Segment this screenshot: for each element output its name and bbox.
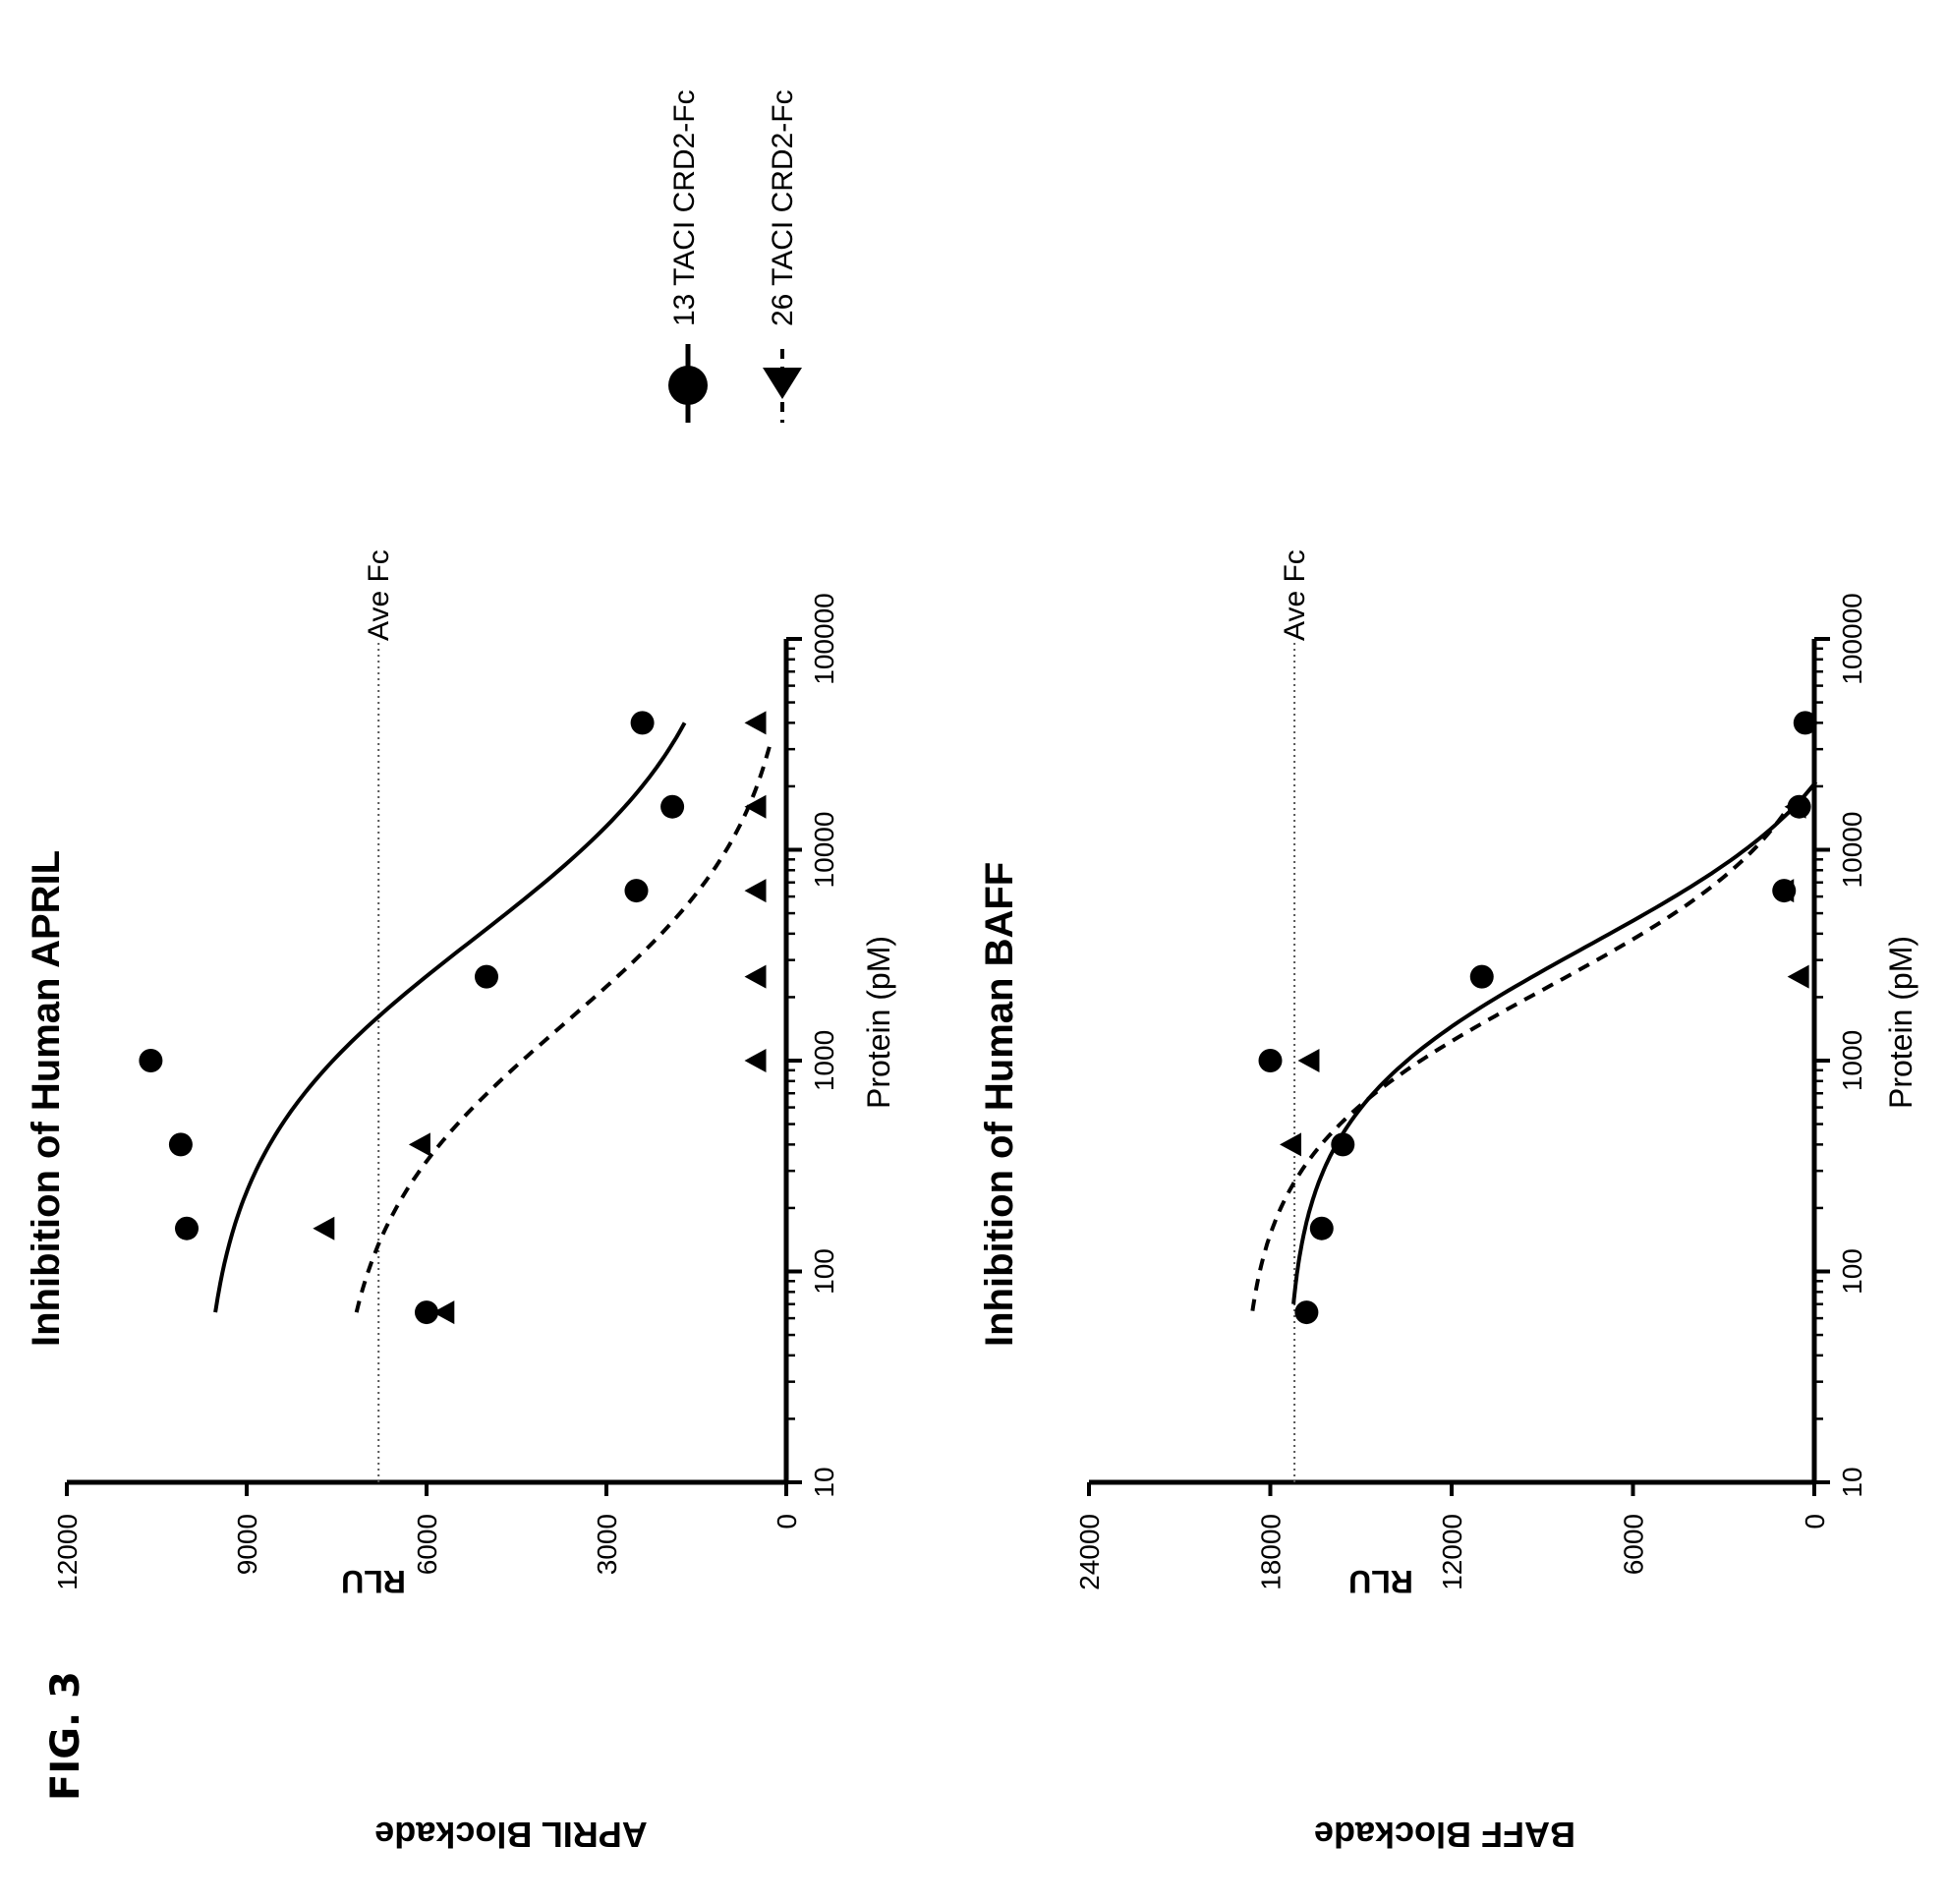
april-point-circle [624, 879, 649, 903]
baff-protein-tick-label: 10 [1837, 1467, 1867, 1497]
april-protein-tick-label: 100000 [809, 593, 839, 684]
april-value-tick-label: 3000 [592, 1514, 622, 1575]
april-point-circle [139, 1049, 163, 1072]
april-point-triangle [432, 1300, 455, 1325]
april-point-circle [660, 794, 685, 819]
april-point-triangle [313, 1216, 335, 1240]
baff-value-tick-label: 18000 [1256, 1514, 1287, 1590]
baff-point-triangle [1772, 879, 1795, 903]
baff-fit-curve-1 [1291, 780, 1818, 1304]
april-point-circle [175, 1216, 199, 1240]
april-point-circle [630, 711, 655, 735]
april-point-triangle [744, 964, 767, 989]
april-protein-tick-label: 1000 [809, 1030, 839, 1091]
april-xlabel: Protein (pM) [861, 936, 896, 1109]
baff-fit-curve-2 [1250, 811, 1787, 1311]
legend: 13 TACI CRD2-Fc 26 TACI CRD2-Fc [668, 89, 802, 423]
april-value-tick-label: 0 [772, 1514, 802, 1529]
legend-circle-marker [668, 366, 708, 405]
baff-protein-tick-label: 10000 [1837, 812, 1867, 889]
baff-point-circle [1793, 711, 1817, 735]
baff-point-circle [1331, 1132, 1355, 1157]
april-side-label: APRIL Blockade [374, 1815, 647, 1855]
legend-triangle-marker [763, 368, 802, 399]
april-protein-tick-label: 10000 [809, 812, 839, 889]
april-point-circle [415, 1300, 438, 1325]
baff-point-circle [1469, 964, 1494, 989]
baff-protein-tick-label: 100000 [1837, 593, 1867, 684]
baff-xlabel: Protein (pM) [1883, 936, 1918, 1109]
april-reference-label: Ave Fc [363, 549, 395, 641]
legend-label-13: 13 TACI CRD2-Fc [668, 89, 701, 326]
baff-title: Inhibition of Human BAFF [978, 862, 1021, 1347]
april-chart: Inhibition of Human APRIL 0 3000 6000 9000 12… [25, 549, 896, 1599]
baff-chart: Inhibition of Human BAFF 0 6000 12000 18000 2… [978, 549, 1918, 1599]
baff-point-circle [1309, 1216, 1334, 1240]
baff-point-circle [1294, 1300, 1319, 1325]
baff-point-triangle [1787, 964, 1809, 989]
april-point-circle [475, 964, 498, 989]
baff-value-tick-label: 0 [1800, 1514, 1830, 1529]
figure-label: FIG. 3 [43, 1671, 88, 1801]
baff-value-tick-label: 12000 [1437, 1514, 1467, 1590]
april-value-tick-label: 6000 [412, 1514, 442, 1575]
april-fit-curve-1 [213, 721, 687, 1313]
april-point-triangle [744, 794, 767, 819]
april-title: Inhibition of Human APRIL [25, 850, 68, 1347]
april-point-triangle [408, 1132, 430, 1157]
baff-point-triangle [1784, 794, 1806, 819]
baff-point-triangle [1280, 1132, 1302, 1157]
april-value-tick-label: 12000 [52, 1514, 83, 1590]
baff-point-triangle [1297, 1049, 1320, 1072]
baff-point-circle [1258, 1049, 1283, 1072]
baff-protein-tick-label: 100 [1837, 1248, 1867, 1295]
baff-value-tick-label: 6000 [1619, 1514, 1649, 1575]
april-point-circle [168, 1132, 193, 1157]
baff-value-tick-label: 24000 [1074, 1514, 1105, 1590]
april-point-triangle [744, 1049, 767, 1072]
baff-side-label: BAFF Blockade [1314, 1815, 1575, 1855]
baff-ylabel: RLU [1348, 1564, 1413, 1599]
baff-reference-label: Ave Fc [1279, 549, 1311, 641]
april-ylabel: RLU [341, 1564, 406, 1599]
april-value-tick-label: 9000 [232, 1514, 262, 1575]
april-protein-tick-label: 10 [809, 1467, 839, 1497]
april-point-triangle [744, 711, 767, 735]
april-fit-curve-2 [354, 742, 773, 1313]
baff-protein-tick-label: 1000 [1837, 1030, 1867, 1091]
legend-label-26: 26 TACI CRD2-Fc [767, 89, 799, 326]
april-protein-tick-label: 100 [809, 1248, 839, 1295]
april-point-triangle [744, 879, 767, 903]
